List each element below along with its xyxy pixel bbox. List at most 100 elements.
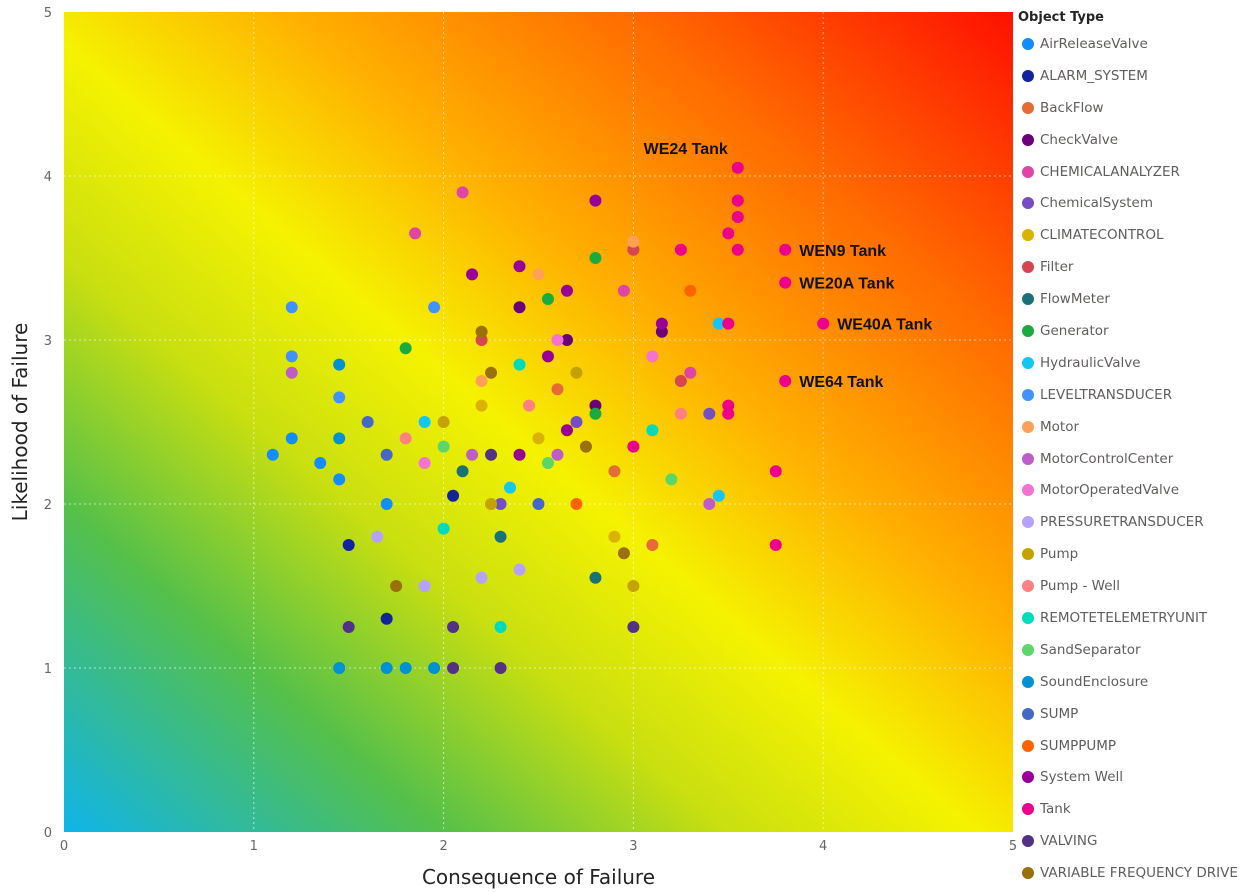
data-point[interactable] xyxy=(722,407,735,420)
data-point[interactable] xyxy=(428,662,441,674)
data-point[interactable] xyxy=(513,448,526,461)
legend-item[interactable]: Motor xyxy=(1018,411,1253,443)
data-point[interactable] xyxy=(703,498,716,510)
legend-item[interactable]: Tank xyxy=(1018,793,1253,825)
data-point[interactable] xyxy=(731,211,744,223)
data-point[interactable] xyxy=(333,358,346,371)
data-point[interactable] xyxy=(769,465,782,478)
data-point[interactable] xyxy=(608,530,621,543)
data-point[interactable] xyxy=(314,457,327,469)
data-point[interactable] xyxy=(674,375,687,387)
data-point[interactable] xyxy=(418,457,431,469)
legend-item[interactable]: SUMPPUMP xyxy=(1018,730,1253,762)
data-point[interactable] xyxy=(485,366,498,379)
data-point[interactable] xyxy=(655,325,668,338)
data-point[interactable] xyxy=(627,235,640,248)
data-point[interactable] xyxy=(447,489,460,502)
data-point[interactable] xyxy=(333,432,346,445)
data-point[interactable] xyxy=(513,563,526,576)
data-point[interactable] xyxy=(674,407,687,420)
legend-item[interactable]: System Well xyxy=(1018,761,1253,793)
data-point[interactable] xyxy=(380,612,393,625)
data-point[interactable] xyxy=(409,227,422,240)
data-point[interactable] xyxy=(589,571,602,584)
legend-item[interactable]: BackFlow xyxy=(1018,92,1253,124)
data-point[interactable] xyxy=(646,424,659,437)
data-point[interactable] xyxy=(617,547,630,560)
data-point[interactable] xyxy=(437,416,450,428)
data-point[interactable] xyxy=(475,571,488,584)
data-point[interactable] xyxy=(266,448,279,461)
data-point[interactable] xyxy=(589,407,602,420)
data-point[interactable] xyxy=(285,301,298,314)
data-point[interactable] xyxy=(541,350,554,363)
data-point[interactable] xyxy=(466,448,479,461)
data-point[interactable] xyxy=(494,530,507,543)
data-point[interactable] xyxy=(523,399,536,412)
data-point[interactable] xyxy=(589,194,602,207)
data-point[interactable] xyxy=(494,662,507,674)
legend-item[interactable]: HydraulicValve xyxy=(1018,347,1253,379)
data-point[interactable] xyxy=(475,399,488,412)
data-point[interactable] xyxy=(570,416,583,428)
data-point[interactable] xyxy=(731,161,744,174)
data-point[interactable] xyxy=(532,432,545,445)
data-point[interactable] xyxy=(380,448,393,461)
data-point[interactable] xyxy=(570,498,583,510)
data-point[interactable] xyxy=(579,440,592,453)
data-point[interactable] xyxy=(541,457,554,469)
legend-item[interactable]: CheckValve xyxy=(1018,124,1253,156)
data-point[interactable] xyxy=(475,334,488,346)
data-point[interactable] xyxy=(646,539,659,551)
data-point[interactable] xyxy=(551,334,564,346)
data-point[interactable] xyxy=(617,284,630,297)
data-point[interactable] xyxy=(703,407,716,420)
data-point[interactable] xyxy=(731,243,744,256)
data-point[interactable] xyxy=(485,448,498,461)
data-point[interactable] xyxy=(560,334,573,346)
data-point[interactable] xyxy=(485,498,498,510)
data-point[interactable] xyxy=(285,432,298,445)
data-point[interactable] xyxy=(560,424,573,437)
legend-item[interactable]: PRESSURETRANSDUCER xyxy=(1018,506,1253,538)
legend-item[interactable]: AirReleaseValve xyxy=(1018,28,1253,60)
data-point[interactable] xyxy=(646,350,659,363)
legend-item[interactable]: MotorControlCenter xyxy=(1018,443,1253,475)
data-point[interactable] xyxy=(390,580,403,592)
legend-item[interactable]: LEVELTRANSDUCER xyxy=(1018,379,1253,411)
data-point[interactable] xyxy=(608,465,621,478)
data-point[interactable] xyxy=(731,194,744,207)
legend-item[interactable]: ALARM_SYSTEM xyxy=(1018,60,1253,92)
data-point[interactable] xyxy=(665,473,678,486)
data-point[interactable] xyxy=(541,293,554,305)
data-point[interactable] xyxy=(551,383,564,396)
data-point[interactable] xyxy=(627,440,640,453)
data-point[interactable] xyxy=(779,243,792,256)
data-point[interactable] xyxy=(722,399,735,412)
data-point[interactable] xyxy=(589,399,602,412)
legend-item[interactable]: Pump xyxy=(1018,538,1253,570)
legend-item[interactable]: CHEMICALANALYZER xyxy=(1018,156,1253,188)
data-point[interactable] xyxy=(447,621,460,633)
data-point[interactable] xyxy=(655,317,668,330)
legend-item[interactable]: FlowMeter xyxy=(1018,283,1253,315)
data-point[interactable] xyxy=(475,325,488,338)
legend-item[interactable]: SUMP xyxy=(1018,698,1253,730)
data-point[interactable] xyxy=(428,301,441,314)
data-point[interactable] xyxy=(779,276,792,289)
legend-item[interactable]: MotorOperatedValve xyxy=(1018,474,1253,506)
data-point[interactable] xyxy=(560,284,573,297)
legend-item[interactable]: REMOTETELEMETRYUNIT xyxy=(1018,602,1253,634)
legend-item[interactable]: CLIMATECONTROL xyxy=(1018,219,1253,251)
data-point[interactable] xyxy=(589,252,602,264)
legend-item[interactable]: Pump - Well xyxy=(1018,570,1253,602)
data-point[interactable] xyxy=(342,539,355,551)
data-point[interactable] xyxy=(551,448,564,461)
data-point[interactable] xyxy=(342,621,355,633)
legend-item[interactable]: ChemicalSystem xyxy=(1018,187,1253,219)
data-point[interactable] xyxy=(817,317,830,330)
data-point[interactable] xyxy=(722,317,735,330)
data-point[interactable] xyxy=(627,580,640,592)
data-point[interactable] xyxy=(532,498,545,510)
data-point[interactable] xyxy=(361,416,374,428)
